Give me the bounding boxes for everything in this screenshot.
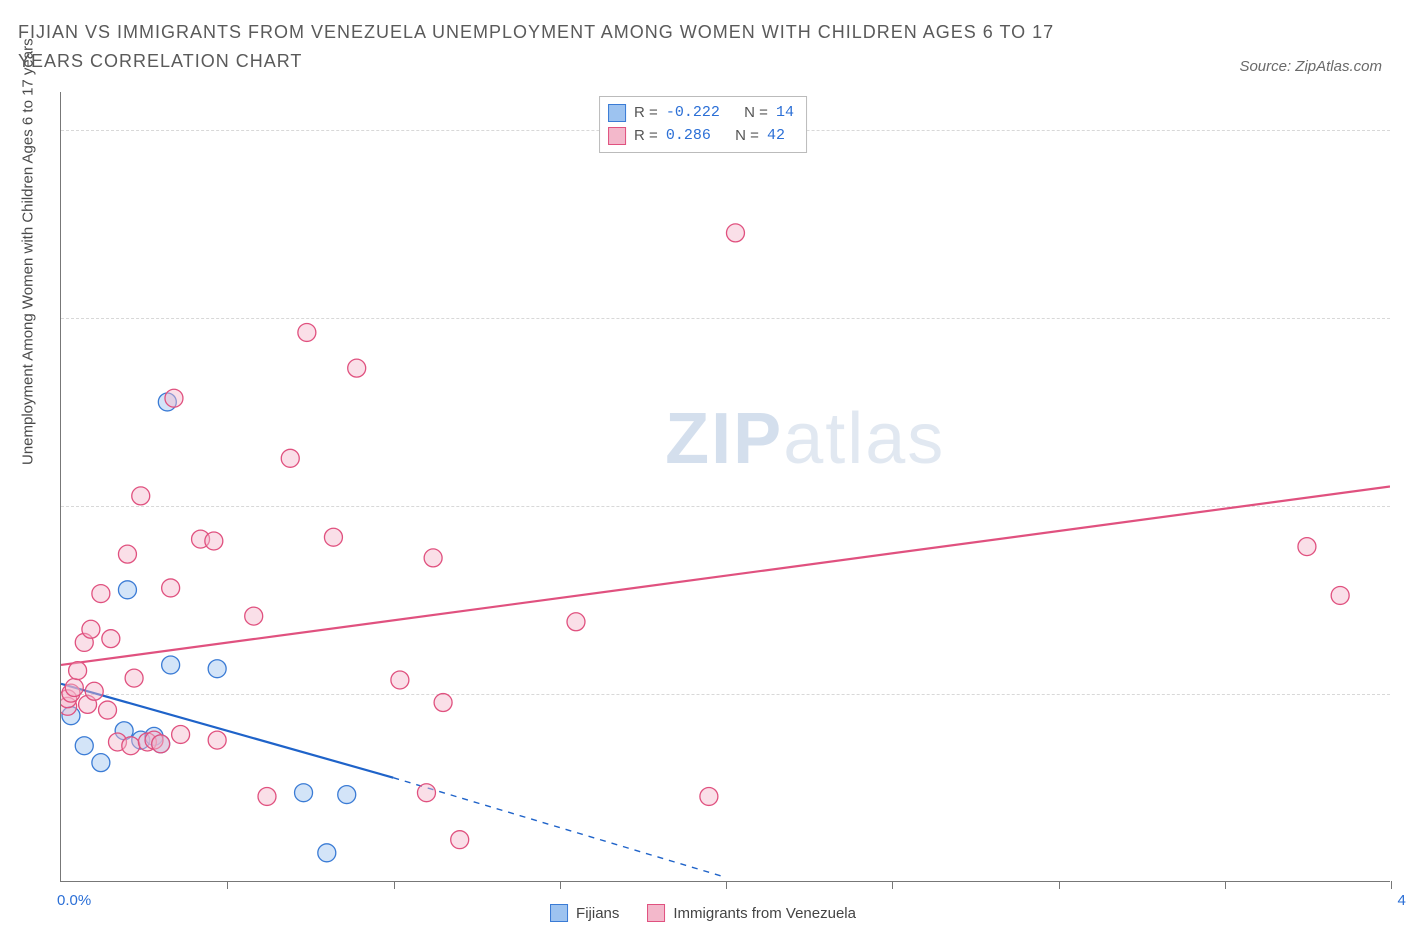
plot-area: ZIPatlas 10.0%20.0%30.0%40.0%0.0%40.0% bbox=[60, 92, 1390, 882]
data-point bbox=[132, 487, 150, 505]
chart-title: FIJIAN VS IMMIGRANTS FROM VENEZUELA UNEM… bbox=[18, 18, 1118, 76]
series-legend: Fijians Immigrants from Venezuela bbox=[550, 904, 856, 922]
data-point bbox=[172, 725, 190, 743]
data-point bbox=[162, 656, 180, 674]
data-point bbox=[208, 660, 226, 678]
trend-line bbox=[61, 487, 1390, 665]
data-point bbox=[567, 613, 585, 631]
data-point bbox=[82, 620, 100, 638]
data-point bbox=[118, 581, 136, 599]
stat-n-label: N = bbox=[735, 125, 759, 148]
legend-label: Immigrants from Venezuela bbox=[673, 905, 856, 922]
x-tick bbox=[1059, 881, 1060, 889]
data-point bbox=[338, 786, 356, 804]
legend-swatch bbox=[647, 904, 665, 922]
data-point bbox=[92, 754, 110, 772]
x-min-label: 0.0% bbox=[57, 892, 91, 909]
x-tick bbox=[892, 881, 893, 889]
stat-r-label: R = bbox=[634, 102, 658, 125]
y-tick-label: 20.0% bbox=[1396, 497, 1406, 514]
data-point bbox=[162, 579, 180, 597]
data-point bbox=[451, 831, 469, 849]
data-point bbox=[318, 844, 336, 862]
data-point bbox=[102, 630, 120, 648]
data-point bbox=[700, 787, 718, 805]
data-point bbox=[118, 545, 136, 563]
data-point bbox=[726, 224, 744, 242]
legend-swatch bbox=[550, 904, 568, 922]
y-tick-label: 30.0% bbox=[1396, 309, 1406, 326]
data-point bbox=[424, 549, 442, 567]
data-point bbox=[434, 694, 452, 712]
data-point bbox=[1298, 538, 1316, 556]
data-point bbox=[99, 701, 117, 719]
stat-r-label: R = bbox=[634, 125, 658, 148]
legend-item: Immigrants from Venezuela bbox=[647, 904, 856, 922]
y-tick-label: 40.0% bbox=[1396, 121, 1406, 138]
data-point bbox=[165, 389, 183, 407]
trend-line-extrapolated bbox=[393, 778, 725, 878]
data-point bbox=[245, 607, 263, 625]
data-point bbox=[65, 679, 83, 697]
legend-label: Fijians bbox=[576, 905, 619, 922]
stats-row: R = -0.222 N = 14 bbox=[608, 102, 794, 125]
legend-swatch bbox=[608, 104, 626, 122]
data-point bbox=[92, 585, 110, 603]
stat-n-label: N = bbox=[744, 102, 768, 125]
trend-line bbox=[61, 684, 393, 778]
data-point bbox=[152, 735, 170, 753]
data-point bbox=[122, 737, 140, 755]
data-point bbox=[208, 731, 226, 749]
data-point bbox=[324, 528, 342, 546]
data-point bbox=[258, 787, 276, 805]
y-axis-label: Unemployment Among Women with Children A… bbox=[20, 38, 37, 465]
data-point bbox=[298, 323, 316, 341]
data-point bbox=[391, 671, 409, 689]
x-tick bbox=[394, 881, 395, 889]
x-tick bbox=[560, 881, 561, 889]
scatter-svg bbox=[61, 92, 1390, 881]
data-point bbox=[125, 669, 143, 687]
x-tick bbox=[726, 881, 727, 889]
data-point bbox=[281, 449, 299, 467]
x-tick bbox=[1225, 881, 1226, 889]
legend-swatch bbox=[608, 127, 626, 145]
stats-legend: R = -0.222 N = 14R = 0.286 N = 42 bbox=[599, 96, 807, 153]
legend-item: Fijians bbox=[550, 904, 619, 922]
stats-row: R = 0.286 N = 42 bbox=[608, 125, 794, 148]
stat-n-value: 42 bbox=[767, 125, 785, 148]
data-point bbox=[205, 532, 223, 550]
data-point bbox=[1331, 586, 1349, 604]
x-max-label: 40.0% bbox=[1397, 892, 1406, 909]
stat-r-value: -0.222 bbox=[666, 102, 720, 125]
y-tick-label: 10.0% bbox=[1396, 685, 1406, 702]
data-point bbox=[69, 662, 87, 680]
data-point bbox=[75, 737, 93, 755]
stat-r-value: 0.286 bbox=[666, 125, 711, 148]
x-tick bbox=[1391, 881, 1392, 889]
data-point bbox=[295, 784, 313, 802]
data-point bbox=[85, 682, 103, 700]
source-attribution: Source: ZipAtlas.com bbox=[1239, 58, 1382, 75]
x-tick bbox=[227, 881, 228, 889]
data-point bbox=[417, 784, 435, 802]
data-point bbox=[348, 359, 366, 377]
stat-n-value: 14 bbox=[776, 102, 794, 125]
